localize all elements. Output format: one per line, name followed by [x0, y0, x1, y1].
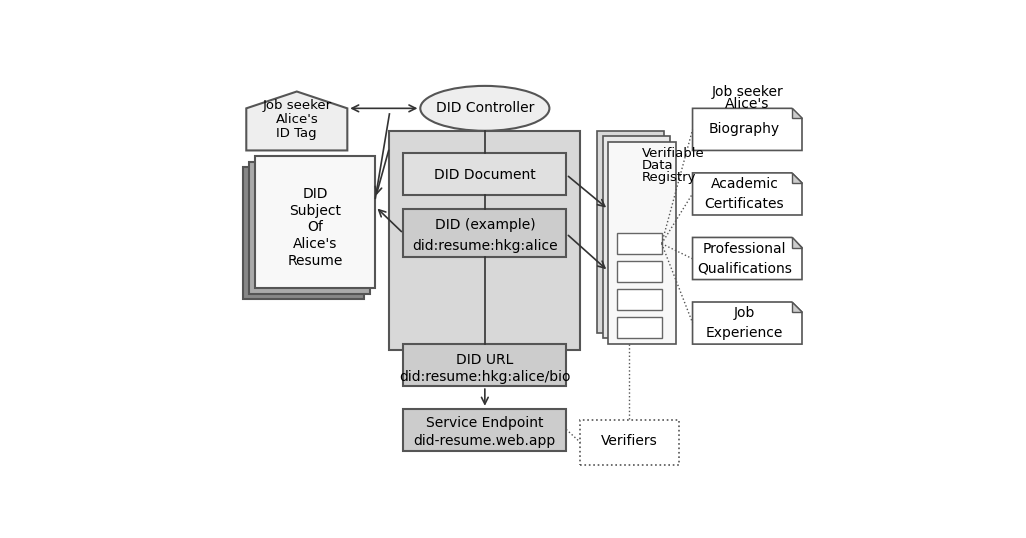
- Text: Academic
Certificates: Academic Certificates: [705, 177, 784, 211]
- Text: DID URL: DID URL: [457, 353, 514, 367]
- Text: did-resume.web.app: did-resume.web.app: [413, 434, 556, 448]
- Polygon shape: [792, 108, 802, 118]
- Text: Of: Of: [308, 221, 323, 235]
- Polygon shape: [792, 173, 802, 183]
- Polygon shape: [792, 237, 802, 247]
- Bar: [403, 153, 566, 195]
- Text: Alice's: Alice's: [725, 97, 770, 111]
- Ellipse shape: [421, 86, 549, 131]
- Text: Registry: Registry: [642, 172, 697, 185]
- Text: Verifiers: Verifiers: [601, 434, 658, 448]
- Text: did:resume:hkg:alice/bio: did:resume:hkg:alice/bio: [399, 370, 570, 384]
- Bar: [390, 131, 581, 350]
- Bar: [403, 344, 566, 386]
- Text: Subject: Subject: [289, 203, 342, 217]
- Text: Alice's: Alice's: [275, 113, 318, 126]
- Bar: [617, 233, 662, 254]
- Text: Service Endpoint: Service Endpoint: [426, 416, 544, 430]
- Bar: [617, 317, 662, 338]
- Bar: [608, 142, 676, 344]
- Text: Professional
Qualifications: Professional Qualifications: [697, 242, 792, 275]
- Polygon shape: [693, 237, 802, 280]
- Text: Biography: Biography: [709, 122, 780, 137]
- Polygon shape: [792, 302, 802, 312]
- Bar: [581, 420, 678, 465]
- Text: did:resume:hkg:alice: did:resume:hkg:alice: [412, 239, 558, 253]
- Bar: [403, 409, 566, 451]
- Text: Data: Data: [642, 159, 674, 172]
- Text: DID: DID: [303, 187, 328, 201]
- Text: Resume: Resume: [287, 254, 343, 268]
- Bar: [617, 289, 662, 310]
- Text: Job seeker: Job seeker: [712, 84, 784, 98]
- Bar: [249, 162, 369, 294]
- Bar: [602, 137, 670, 338]
- Polygon shape: [693, 108, 802, 151]
- Bar: [403, 209, 566, 257]
- Text: Job seeker: Job seeker: [263, 99, 331, 112]
- Bar: [617, 261, 662, 282]
- Text: DID Document: DID Document: [434, 167, 536, 182]
- Bar: [597, 131, 665, 333]
- Text: DID (example): DID (example): [435, 218, 536, 232]
- Polygon shape: [246, 91, 348, 151]
- Text: Alice's: Alice's: [293, 237, 338, 251]
- Polygon shape: [693, 302, 802, 344]
- Bar: [254, 156, 376, 288]
- Text: ID Tag: ID Tag: [276, 127, 317, 140]
- Text: DID Controller: DID Controller: [436, 101, 535, 115]
- Polygon shape: [693, 173, 802, 215]
- Text: Verifiable: Verifiable: [642, 147, 705, 160]
- Bar: [243, 167, 364, 299]
- Text: Job
Experience: Job Experience: [706, 306, 783, 340]
